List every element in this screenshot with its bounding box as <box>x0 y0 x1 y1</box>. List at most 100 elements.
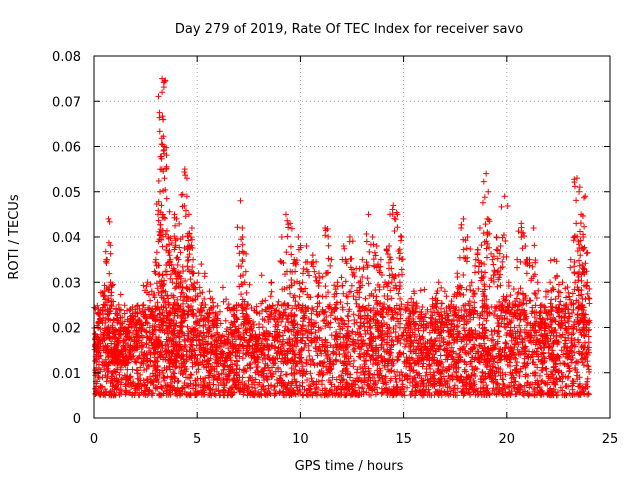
data-point <box>416 333 423 340</box>
data-point <box>357 330 364 337</box>
data-point <box>398 234 405 240</box>
data-point <box>315 324 322 331</box>
data-point <box>436 316 443 323</box>
data-point <box>106 392 113 399</box>
data-point <box>404 329 411 336</box>
data-point <box>365 382 372 389</box>
data-point <box>228 367 235 374</box>
data-point <box>230 375 237 382</box>
data-point <box>438 300 445 307</box>
data-point <box>163 261 170 268</box>
data-point <box>118 359 125 366</box>
data-point <box>152 385 159 392</box>
data-point <box>181 294 188 301</box>
data-point <box>254 345 261 352</box>
data-point <box>160 133 167 140</box>
data-point <box>184 243 191 250</box>
data-point <box>426 390 433 397</box>
data-point <box>124 366 131 373</box>
data-point <box>447 308 454 315</box>
data-point <box>338 274 345 281</box>
data-point <box>348 282 355 289</box>
data-point <box>235 385 242 392</box>
data-point <box>429 295 436 302</box>
data-point <box>541 379 548 386</box>
data-point <box>346 306 353 313</box>
data-point <box>423 369 430 376</box>
data-point <box>585 363 592 370</box>
data-point <box>236 341 243 348</box>
data-point <box>334 283 341 290</box>
data-point <box>432 318 439 325</box>
data-point <box>455 314 462 321</box>
data-point <box>195 270 202 277</box>
data-point <box>136 324 143 331</box>
data-point <box>457 377 464 384</box>
data-point <box>190 256 197 263</box>
data-point <box>307 391 314 398</box>
data-point <box>132 338 139 345</box>
data-point <box>322 283 329 290</box>
data-point <box>207 363 214 370</box>
data-point <box>222 371 229 378</box>
data-point <box>267 293 274 300</box>
data-point <box>342 334 349 341</box>
data-point <box>211 321 218 328</box>
data-point <box>341 391 348 398</box>
data-point <box>283 386 290 393</box>
data-point <box>443 293 450 300</box>
data-point <box>364 264 371 271</box>
data-point <box>339 304 346 311</box>
data-point <box>285 319 292 326</box>
data-point <box>169 305 176 312</box>
data-point <box>511 384 518 391</box>
data-point <box>379 337 386 344</box>
data-point <box>407 392 414 399</box>
data-point <box>285 221 292 228</box>
data-point <box>557 298 564 305</box>
data-point <box>239 224 246 231</box>
data-point <box>449 375 456 382</box>
data-point <box>116 371 123 378</box>
data-point <box>141 307 148 314</box>
data-point <box>524 389 531 396</box>
data-point <box>398 391 405 398</box>
data-point <box>231 333 238 340</box>
data-point <box>143 283 150 290</box>
data-point <box>403 335 410 342</box>
data-point <box>179 290 186 297</box>
data-point <box>385 259 392 266</box>
data-point <box>406 359 413 366</box>
data-point <box>243 317 250 324</box>
data-point <box>162 356 169 363</box>
data-point <box>287 385 294 392</box>
data-point <box>187 276 194 283</box>
data-point <box>349 329 356 336</box>
data-point <box>245 301 252 308</box>
data-point <box>343 293 350 300</box>
data-point <box>101 331 108 338</box>
data-point <box>304 334 311 341</box>
data-point <box>462 349 469 356</box>
data-point <box>337 379 344 386</box>
data-point <box>370 335 377 342</box>
data-point <box>216 392 223 399</box>
data-point <box>427 308 434 315</box>
data-point <box>175 333 182 340</box>
data-point <box>112 369 119 376</box>
data-point <box>467 391 474 398</box>
data-point <box>364 275 371 282</box>
data-point <box>109 281 116 288</box>
data-point <box>340 347 347 354</box>
data-point <box>151 268 158 275</box>
data-point <box>156 371 163 378</box>
data-point <box>352 381 359 388</box>
data-point <box>519 363 526 370</box>
data-point <box>468 383 475 390</box>
data-point <box>585 333 592 340</box>
data-point <box>119 356 126 363</box>
data-point <box>284 217 291 224</box>
data-point <box>369 387 376 394</box>
data-point <box>310 258 317 265</box>
data-point <box>475 342 482 349</box>
